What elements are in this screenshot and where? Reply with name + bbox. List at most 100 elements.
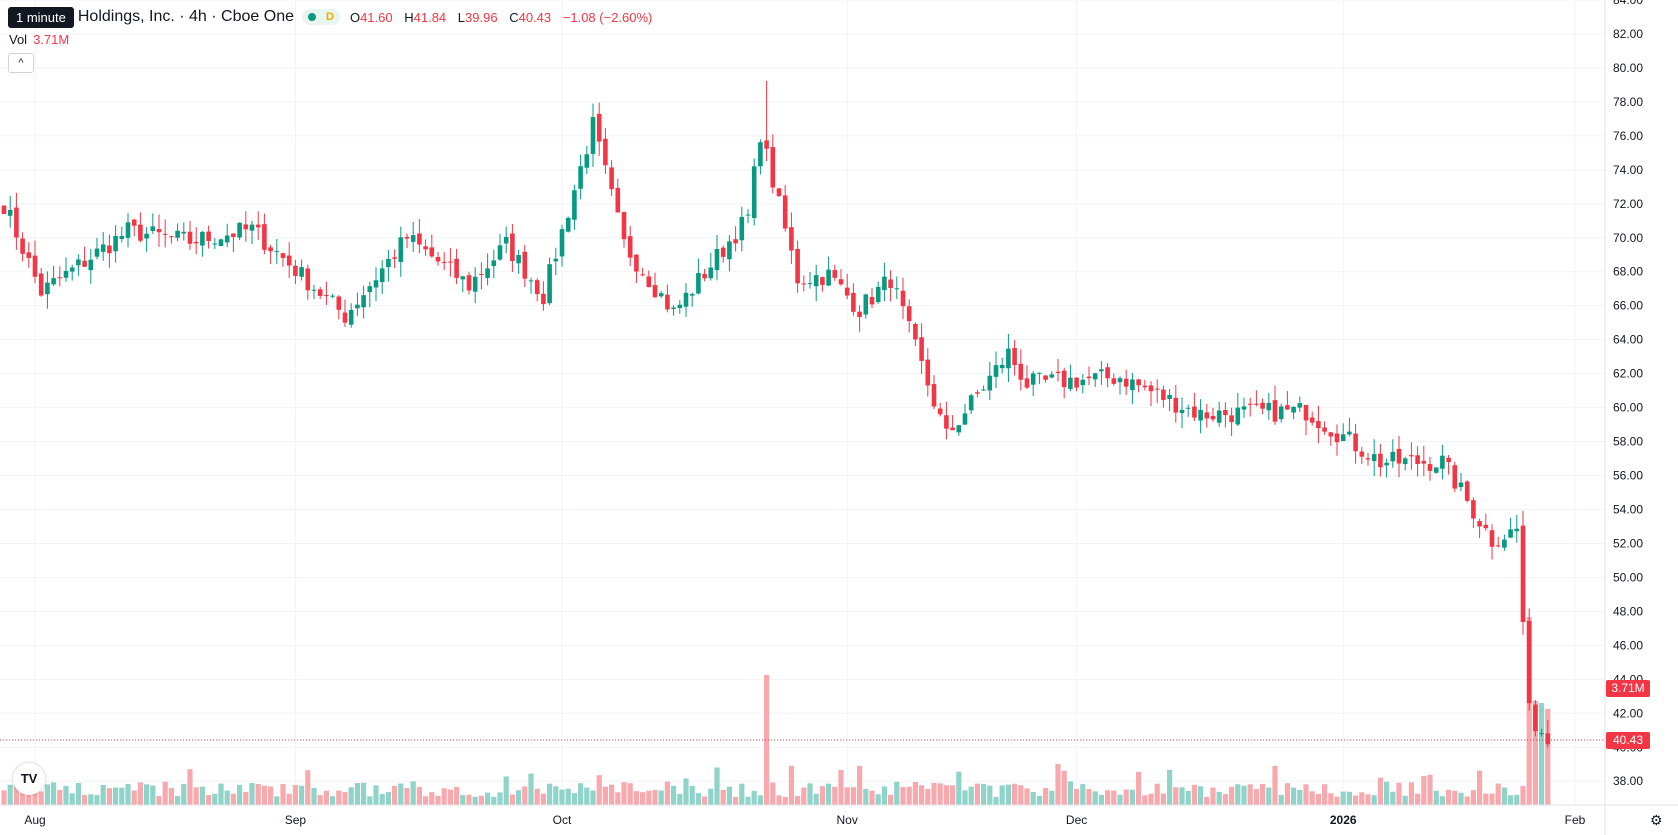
interval-tooltip: 1 minute [8,6,74,28]
candle-body [838,279,844,285]
candle-body [1154,388,1160,390]
tradingview-logo-icon[interactable]: TV [13,763,45,795]
collapse-legend-button[interactable]: ^ [8,53,34,73]
ohlc-values: O41.60 H41.84 L39.96 C40.43 −1.08 (−2.60… [350,10,652,25]
price-tick-label: 64.00 [1613,333,1643,347]
volume-bar [832,786,838,805]
volume-bar [1340,791,1346,805]
candle-body [82,260,87,267]
volume-bar [1260,784,1266,805]
candle-body [727,241,732,260]
price-tick-label: 60.00 [1613,401,1643,415]
candle-body [1130,379,1135,391]
candle-body [20,238,25,254]
volume-bar [1204,796,1210,805]
symbol-title[interactable]: Holdings, Inc. · 4h · Cboe One [77,8,294,25]
candle-body [466,275,472,291]
volume-bar [1111,790,1117,805]
volume-bar [658,790,664,805]
candle-body [950,427,955,431]
volume-bar [286,793,292,805]
volume-bar [478,795,484,805]
volume-bar [1470,790,1476,805]
volume-bar [819,786,825,805]
price-tick-label: 50.00 [1613,570,1643,584]
candle-body [1378,453,1383,468]
volume-bar [1545,709,1551,805]
volume-bar [224,790,230,805]
candle-body [522,251,528,279]
candle-body [1266,402,1272,411]
status-indicator[interactable]: D [301,9,340,25]
candle-body [423,246,428,250]
volume-bar [925,788,931,805]
volume-bar [646,790,652,805]
candle-body [237,222,242,238]
candle-body [379,268,385,283]
volume-bar [485,792,491,805]
candle-body [906,306,912,322]
candle-body [293,265,298,276]
volume-bar [962,790,968,805]
volume-bar [1539,703,1545,805]
candle-body [801,283,807,285]
candle-body [181,231,187,234]
volume-bar [1117,794,1123,805]
candle-body [1539,733,1544,735]
candle-body [299,267,304,277]
volume-bar [1446,789,1452,805]
candle-body [584,154,590,168]
candle-body [497,245,503,260]
candle-body [324,295,329,297]
volume-bar [1284,783,1290,805]
candle-body [708,267,714,279]
volume-bar [1452,790,1458,805]
volume-bar [373,785,379,805]
volume-bar [361,782,367,805]
volume-bar [441,788,447,805]
candle-body [553,258,559,262]
candle-body [1526,621,1532,704]
candle-body [981,389,986,391]
candle-body [305,268,311,291]
volume-bar [739,783,745,805]
volume-bar [1241,785,1247,805]
volume-bar [1043,787,1049,805]
volume-bar [1067,781,1073,805]
volume-bar [1173,787,1179,805]
candle-body [392,257,397,259]
volume-bar [528,773,534,805]
volume-bar [100,784,106,805]
candle-body [1173,397,1179,413]
candle-body [1006,348,1011,369]
volume-bar [943,785,949,805]
volume-bar [503,776,509,805]
candle-body [1192,406,1197,418]
candle-body [826,269,831,286]
settings-gear-icon[interactable]: ⚙ [1650,812,1663,828]
candle-body [1303,404,1309,421]
candle-body [1179,409,1185,414]
volume-bar [317,795,323,805]
candle-body [311,289,317,291]
time-axis[interactable]: Aug Sep Oct Nov Dec 2026 Feb [24,813,1585,827]
volume-bar [571,793,577,805]
candle-body [1421,460,1427,464]
volume-bar [1353,795,1359,805]
candle-body [386,258,391,268]
volume-bar [1235,784,1241,805]
candle-body [1508,529,1513,538]
time-tick-label: 2026 [1330,813,1357,827]
volume-bar [175,796,181,805]
volume-bar [1334,796,1340,805]
candle-body [528,280,534,282]
candle-body [1353,433,1358,452]
volume-bar [336,790,342,805]
volume-bar [993,796,999,805]
candle-body [460,276,466,280]
candle-body [1291,406,1296,413]
volume-bar [987,785,993,805]
volume-bar [937,783,943,805]
